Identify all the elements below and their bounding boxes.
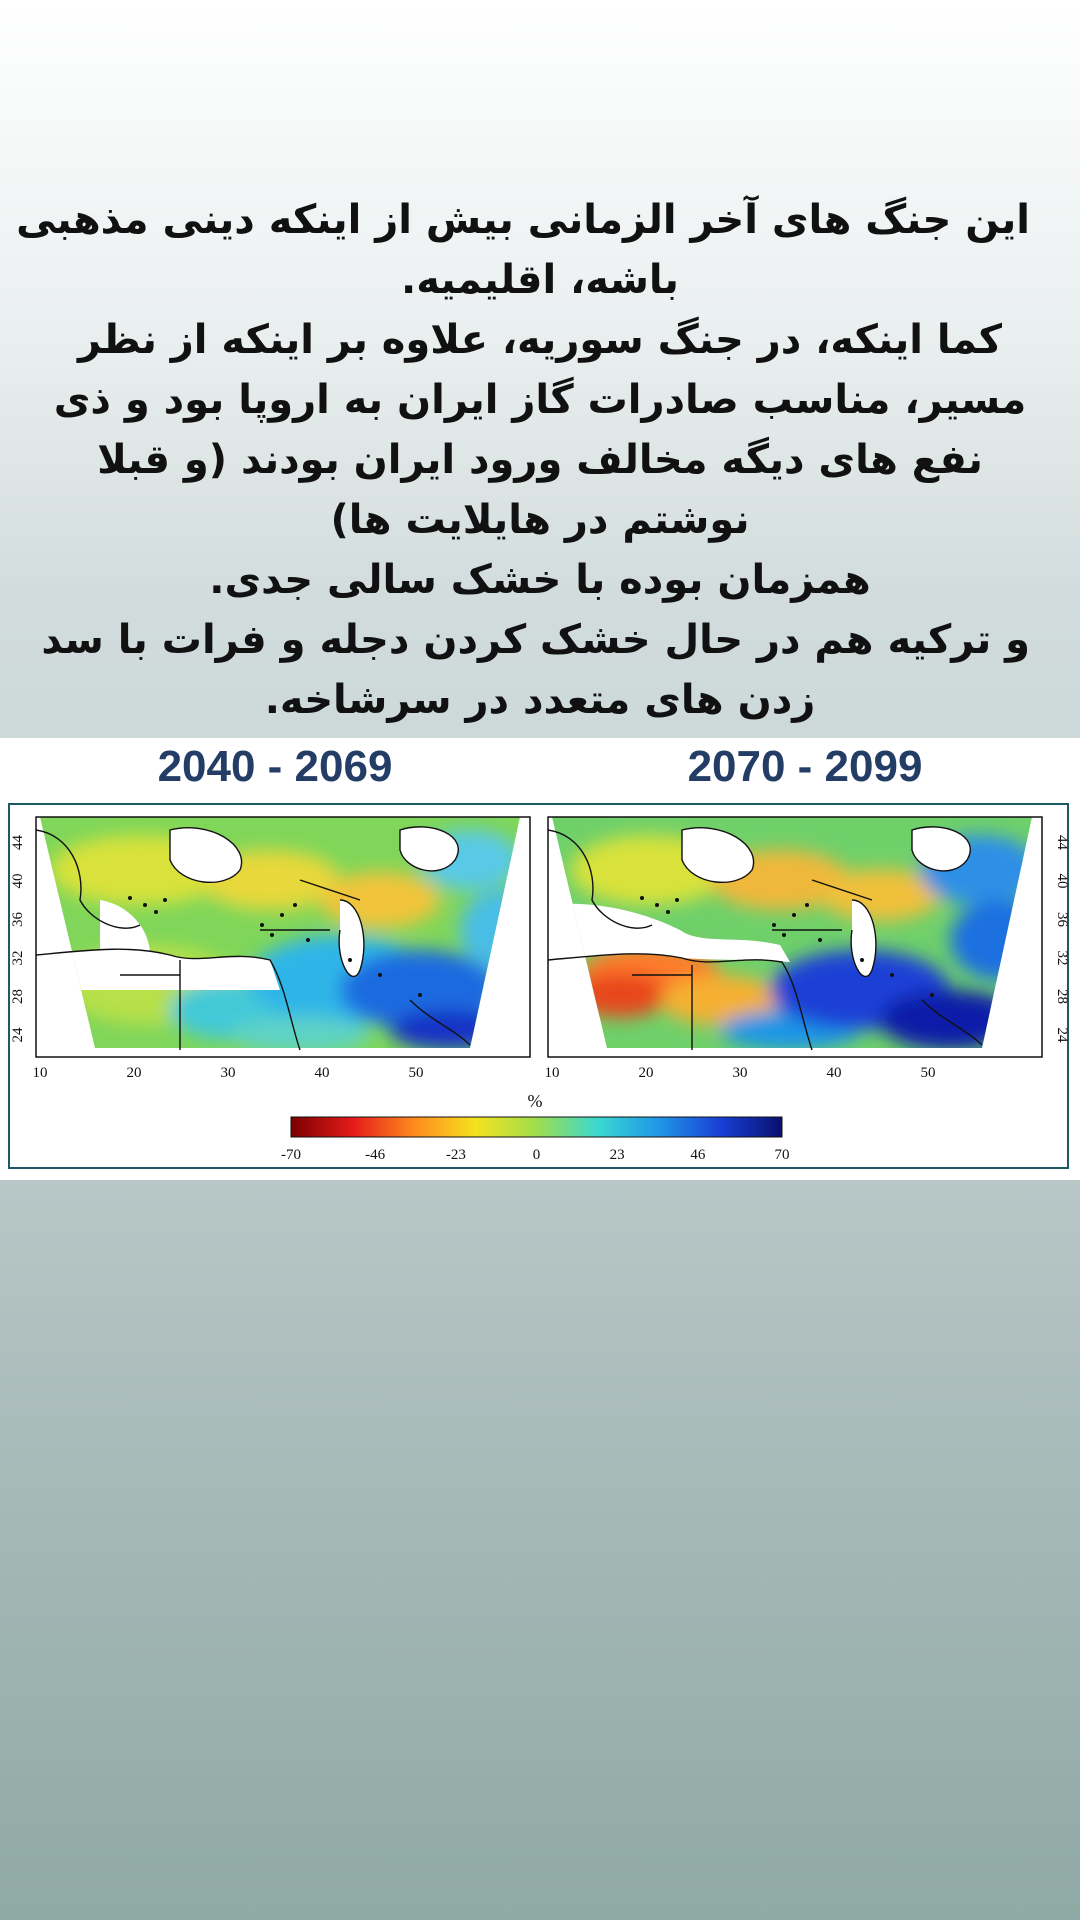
story-line: نوشتم در هایلایت ها) xyxy=(330,497,750,543)
y-tick-label: 44 xyxy=(1054,835,1070,851)
x-tick-label: 40 xyxy=(827,1065,842,1081)
x-tick-label: 20 xyxy=(639,1065,654,1081)
y-tick-label: 32 xyxy=(10,951,26,966)
x-tick-label: 50 xyxy=(409,1065,424,1081)
story-text: این جنگ های آخر الزمانی بیش از اینکه دین… xyxy=(16,190,1030,730)
y-tick-label: 28 xyxy=(10,989,26,1004)
y-tick-label: 24 xyxy=(1054,1028,1070,1044)
colorbar-tick-label: -23 xyxy=(446,1147,466,1163)
period-title-2070-2099: 2070 - 2099 xyxy=(687,742,923,791)
story-line: زدن های متعدد در سرشاخه. xyxy=(264,677,816,723)
x-tick-label: 10 xyxy=(33,1065,48,1081)
colorbar xyxy=(290,1116,783,1138)
x-tick-label: 40 xyxy=(315,1065,330,1081)
story-line: همزمان بوده با خشک سالی جدی. xyxy=(209,557,871,603)
story-line: کما اینکه، در جنگ سوریه، علاوه بر اینکه … xyxy=(77,317,1003,363)
map-panel-2070-2099 xyxy=(547,816,1043,1058)
x-tick-label: 30 xyxy=(733,1065,748,1081)
colorbar-tick-label: -70 xyxy=(281,1147,301,1163)
colorbar-tick-label: 46 xyxy=(690,1147,706,1163)
colorbar-unit: % xyxy=(528,1091,543,1111)
story-line: و ترکیه هم در حال خشک کردن دجله و فرات ب… xyxy=(41,617,1030,663)
colorbar-tick-label: -46 xyxy=(365,1147,385,1163)
story-line: باشه، اقلیمیه. xyxy=(401,257,679,303)
colorbar-tick-label: 0 xyxy=(533,1147,541,1163)
x-tick-label: 10 xyxy=(545,1065,560,1081)
x-tick-label: 20 xyxy=(127,1065,142,1081)
map-panel-2040-2069 xyxy=(35,816,531,1058)
y-tick-label: 40 xyxy=(10,874,26,889)
y-tick-label: 40 xyxy=(1054,874,1070,889)
colorbar-tick-label: 23 xyxy=(610,1147,625,1163)
y-tick-label: 36 xyxy=(1054,912,1070,928)
y-tick-label: 32 xyxy=(1054,951,1070,966)
x-tick-label: 30 xyxy=(221,1065,236,1081)
colorbar-tick-label: 70 xyxy=(775,1147,790,1163)
period-title-2040-2069: 2040 - 2069 xyxy=(157,742,393,791)
story-line: نفع های دیگه مخالف ورود ایران بودند (و ق… xyxy=(97,437,983,483)
y-tick-label: 24 xyxy=(10,1027,26,1043)
x-tick-label: 50 xyxy=(921,1065,936,1081)
y-tick-label: 44 xyxy=(10,835,26,851)
y-tick-label: 36 xyxy=(10,912,26,928)
story-line: مسیر، مناسب صادرات گاز ایران به اروپا بو… xyxy=(53,377,1027,423)
story-line: این جنگ های آخر الزمانی بیش از اینکه دین… xyxy=(16,197,1030,243)
figure-border xyxy=(8,803,1069,1169)
y-tick-label: 28 xyxy=(1054,989,1070,1004)
